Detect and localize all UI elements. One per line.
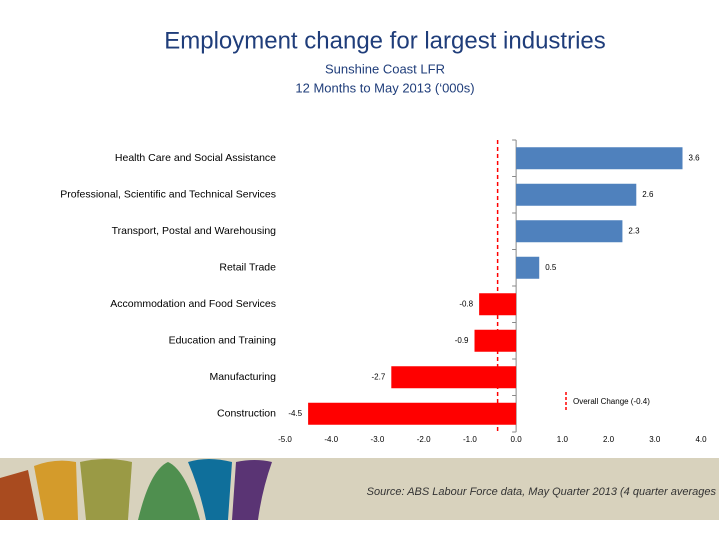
y-tick-label: Professional, Scientific and Technical S… <box>60 189 276 201</box>
source-note: Source: ABS Labour Force data, May Quart… <box>367 486 717 498</box>
bar <box>516 257 539 279</box>
y-tick-label: Retail Trade <box>219 262 276 274</box>
bar <box>475 330 517 352</box>
x-tick-label: -1.0 <box>463 435 477 444</box>
x-tick-label: 1.0 <box>557 435 569 444</box>
chart-title: Employment change for largest industries <box>164 27 606 54</box>
chart: Employment change for largest industries… <box>0 0 719 545</box>
value-label: -0.9 <box>455 336 469 345</box>
decor-shape <box>80 459 132 520</box>
bar <box>308 403 516 425</box>
x-tick-label: 0.0 <box>511 435 523 444</box>
value-label: 2.6 <box>642 190 654 199</box>
chart-subtitle: 12 Months to May 2013 (‘000s) <box>295 80 474 95</box>
bar <box>516 220 622 242</box>
value-label: -2.7 <box>372 372 386 381</box>
y-tick-label: Construction <box>217 408 276 420</box>
value-label: 0.5 <box>545 263 557 272</box>
chart-subtitle: Sunshine Coast LFR <box>325 61 445 76</box>
x-tick-label: -2.0 <box>417 435 431 444</box>
y-tick-label: Education and Training <box>169 335 277 347</box>
y-tick-label: Manufacturing <box>209 371 276 383</box>
x-tick-label: -3.0 <box>371 435 385 444</box>
bar <box>391 366 516 388</box>
y-tick-label: Accommodation and Food Services <box>110 298 276 310</box>
x-tick-label: -4.0 <box>324 435 338 444</box>
value-label: -0.8 <box>459 299 473 308</box>
bar <box>516 184 636 206</box>
bar <box>516 147 682 169</box>
value-label: 3.6 <box>689 153 701 162</box>
x-tick-label: -5.0 <box>278 435 292 444</box>
legend-label: Overall Change (-0.4) <box>573 397 650 406</box>
x-tick-label: 3.0 <box>649 435 661 444</box>
x-tick-label: 4.0 <box>695 435 707 444</box>
value-label: 2.3 <box>628 226 640 235</box>
y-tick-label: Transport, Postal and Warehousing <box>112 225 277 237</box>
value-label: -4.5 <box>288 409 302 418</box>
y-tick-label: Health Care and Social Assistance <box>115 152 276 164</box>
x-tick-label: 2.0 <box>603 435 615 444</box>
